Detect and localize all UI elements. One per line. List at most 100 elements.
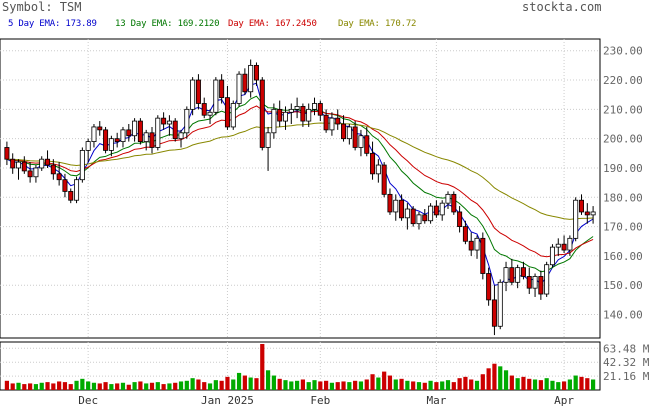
candle-body — [573, 199, 579, 239]
candle-body — [312, 103, 318, 110]
ema-13-label: 13 Day EMA: 169.2120 — [115, 19, 220, 29]
site-name: stockta.com — [522, 0, 602, 14]
volume-bar — [503, 370, 509, 390]
volume-bar — [86, 381, 91, 390]
candle-body — [288, 108, 294, 113]
ema-red-label: Day EMA: 167.2450 — [228, 19, 317, 29]
candle-body — [207, 111, 213, 116]
volume-bar — [115, 383, 120, 390]
volume-bar — [260, 344, 265, 390]
volume-bar — [324, 380, 329, 390]
candle-body — [282, 111, 288, 122]
volume-bar — [312, 380, 317, 390]
volume-bar — [80, 378, 85, 390]
volume-bar — [358, 381, 364, 390]
candle-body — [108, 138, 114, 151]
volume-bar — [399, 378, 404, 390]
volume-bar — [579, 376, 584, 390]
candle-body — [329, 117, 335, 131]
volume-bar — [521, 376, 526, 390]
candle-body — [451, 193, 457, 213]
volume-bar — [538, 380, 543, 390]
volume-tick-label: 63.48 M — [603, 342, 650, 355]
volume-bar — [149, 382, 155, 390]
candle-body — [149, 132, 155, 148]
volume-bar — [231, 379, 236, 390]
candle-body — [33, 167, 39, 178]
volume-bar — [492, 363, 497, 390]
candle-body — [457, 211, 463, 228]
candle-body — [497, 281, 503, 327]
volume-bar — [469, 379, 474, 390]
candle-body — [201, 103, 207, 116]
volume-bar — [405, 380, 410, 390]
candle-body — [230, 103, 236, 128]
candle-body — [404, 208, 410, 219]
candle-body — [578, 199, 584, 213]
volume-bar — [248, 377, 253, 390]
candle-body — [50, 164, 56, 175]
candle-body — [561, 243, 567, 251]
volume-bar — [242, 375, 247, 390]
candle-body — [271, 108, 277, 134]
candle-body — [68, 191, 74, 201]
candle-body — [4, 147, 10, 160]
volume-bar — [97, 383, 102, 390]
volume-bar — [527, 378, 532, 390]
candle-body — [62, 179, 68, 192]
volume-bar — [236, 372, 242, 390]
date-tick-label: Feb — [310, 394, 330, 406]
volume-bar — [265, 370, 271, 390]
candle-body — [265, 132, 271, 148]
candle-body — [486, 273, 492, 301]
volume-bar — [544, 378, 549, 390]
volume-bar — [590, 379, 596, 390]
volume-bar — [10, 383, 15, 390]
volume-bar — [422, 382, 427, 390]
volume-bar — [364, 379, 369, 390]
price-tick-label: 150.00 — [603, 279, 643, 292]
candle-body — [439, 202, 445, 216]
ema-olive-label: Day EMA: 170.72 — [338, 19, 417, 29]
candle-body — [27, 170, 33, 178]
candle-body — [375, 164, 381, 175]
candle-body — [468, 240, 474, 251]
volume-bar — [434, 382, 439, 390]
candle-body — [184, 108, 190, 134]
candle-body — [85, 141, 91, 151]
volume-bar — [382, 371, 387, 390]
volume-bar — [300, 379, 306, 390]
candle-body — [399, 199, 405, 219]
volume-bar — [207, 383, 213, 390]
candle-body — [242, 73, 248, 93]
volume-bar — [283, 380, 288, 390]
candle-body — [590, 211, 596, 216]
date-tick-label: Apr — [554, 394, 574, 406]
volume-bar — [457, 378, 462, 390]
volume-bar — [132, 382, 137, 390]
volume-bar — [161, 384, 166, 390]
candle-body — [387, 193, 393, 213]
candle-body — [166, 120, 172, 125]
candle-body — [120, 129, 126, 142]
volume-bar — [155, 382, 160, 390]
candle-body — [306, 108, 312, 122]
volume-bar — [561, 381, 567, 390]
volume-bar — [387, 375, 393, 390]
symbol-label: Symbol: TSM — [2, 0, 82, 14]
candle-body — [137, 120, 143, 142]
date-tick-label: Jan 2025 — [201, 394, 254, 406]
candle-body — [422, 214, 428, 222]
volume-bar — [515, 378, 520, 390]
candle-body — [526, 276, 532, 289]
candle-body — [549, 246, 555, 266]
volume-bar — [556, 382, 561, 390]
candle-body — [567, 237, 573, 251]
volume-bar — [445, 380, 451, 390]
candle-body — [195, 79, 201, 104]
volume-bar — [486, 368, 491, 390]
volume-bar — [428, 380, 433, 390]
candle-body — [143, 132, 149, 142]
price-tick-label: 170.00 — [603, 221, 643, 234]
candle-body — [433, 205, 439, 216]
